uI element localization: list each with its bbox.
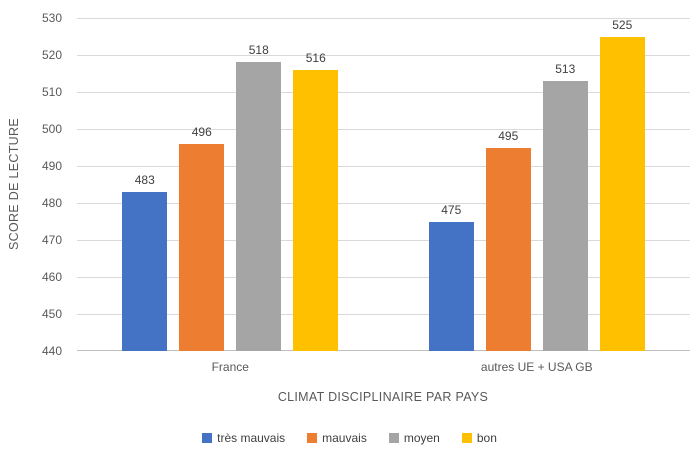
bar-mauvais-france: 496 [179,126,225,351]
legend-marker-icon [388,433,399,443]
legend-label: bon [476,431,497,445]
legend-item-tres-mauvais: très mauvais [202,431,285,445]
legend-label: mauvais [322,431,367,445]
y-axis-ticks: 440 450 460 470 480 490 500 510 520 530 [0,12,77,357]
gridline-470 [77,240,690,242]
y-tick-label-510: 510 [41,85,62,99]
y-tick-label-440: 440 [41,344,62,358]
y-tick-label-530: 530 [41,11,62,25]
gridline-440 [77,350,690,351]
legend-label: moyen [403,431,440,445]
legend-item-mauvais: mauvais [307,431,367,445]
bar-group-france: 483 496 518 516 [77,18,384,351]
gridline-450 [77,314,690,316]
legend-item-moyen: moyen [388,431,440,445]
bar-moyen-autres-ue-usa-gb: 513 [542,63,588,351]
bar-group-autres-ue-usa-gb: 475 495 513 525 [384,18,691,351]
y-tick-label-460: 460 [41,270,62,285]
gridline-460 [77,277,690,279]
legend-marker-icon [307,433,318,443]
bar-value-label: 518 [248,43,269,58]
bar-value-label: 496 [191,124,212,139]
bar-value-label: 516 [305,50,326,65]
x-axis-category-labels: France autres UE + USA GB [77,360,690,374]
y-tick-label-470: 470 [41,233,62,247]
bar-value-label: 475 [441,202,462,217]
y-tick-label-500: 500 [41,122,62,136]
bar-groups: 483 496 518 516 475 495 513 525 [77,18,690,351]
gridline-520 [77,55,690,57]
legend-item-bon: bon [461,431,497,445]
gridline-500 [77,129,690,131]
bar-bon-autres-ue-usa-gb: 525 [599,19,645,351]
bar-tres-mauvais-autres-ue-usa-gb: 475 [428,204,474,351]
gridline-530 [77,18,690,19]
legend-marker-icon [202,433,213,443]
y-tick-label-490: 490 [41,159,62,173]
bar-value-label: 513 [555,61,576,76]
bar-mauvais-autres-ue-usa-gb: 495 [485,130,531,351]
gridline-510 [77,92,690,93]
legend-label: très mauvais [217,431,286,445]
bar-value-label: 495 [498,128,519,143]
x-axis-title: CLIMAT DISCIPLINAIRE PAR PAYS [277,390,489,404]
x-category-label-france: France [211,360,249,374]
y-tick-label-480: 480 [41,196,62,211]
bar-value-label: 525 [612,17,633,32]
bar-moyen-france: 518 [236,44,282,351]
bar-bon-france: 516 [293,52,339,351]
legend: très mauvais mauvais moyen bon [0,431,699,445]
y-tick-label-520: 520 [41,48,62,63]
x-category-label-autres-ue-usa-gb: autres UE + USA GB [480,360,593,374]
gridline-480 [77,203,690,205]
bar-value-label: 483 [134,172,155,187]
y-tick-label-450: 450 [41,307,62,322]
bar-tres-mauvais-france: 483 [122,174,168,351]
legend-marker-icon [461,433,472,443]
gridline-490 [77,166,690,167]
plot-area: 483 496 518 516 475 495 513 525 [77,18,690,351]
